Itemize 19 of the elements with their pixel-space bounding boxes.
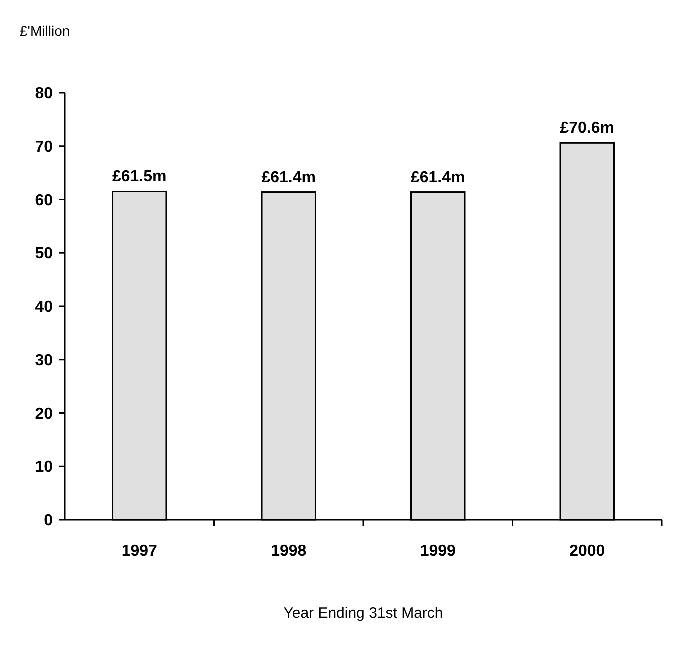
x-tick-label: 2000 bbox=[570, 543, 606, 560]
x-tick-label: 1999 bbox=[420, 543, 456, 560]
y-axis-title: £'Million bbox=[20, 23, 70, 39]
data-label: £70.6m bbox=[560, 120, 615, 138]
y-tick-label: 70 bbox=[35, 138, 54, 156]
data-label: £61.5m bbox=[112, 168, 167, 186]
data-label: £61.4m bbox=[410, 169, 466, 186]
data-label: £61.4m bbox=[262, 169, 316, 186]
y-tick-label: 50 bbox=[35, 246, 54, 263]
y-tick-label: 80 bbox=[35, 86, 54, 103]
y-tick-label: 40 bbox=[35, 299, 54, 316]
y-tick-label: 10 bbox=[35, 459, 54, 476]
x-tick-label: 1997 bbox=[122, 543, 158, 560]
y-tick-label: 30 bbox=[35, 352, 54, 370]
y-tick-label: 20 bbox=[35, 406, 54, 423]
x-axis-title: Year Ending 31st March bbox=[284, 605, 444, 622]
x-tick-label: 1998 bbox=[271, 543, 307, 560]
y-tick-label: 0 bbox=[44, 512, 54, 530]
y-tick-label: 60 bbox=[35, 192, 54, 210]
